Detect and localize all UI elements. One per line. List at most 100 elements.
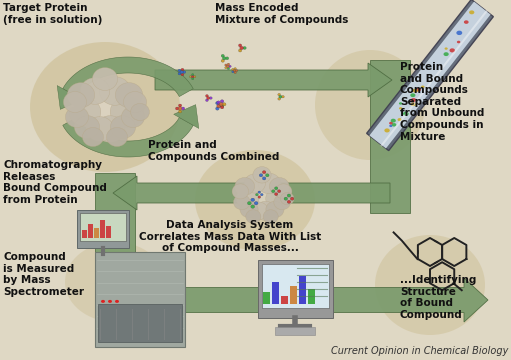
Ellipse shape: [130, 103, 149, 121]
Ellipse shape: [239, 49, 242, 52]
Polygon shape: [174, 105, 199, 129]
Ellipse shape: [194, 76, 196, 78]
Ellipse shape: [235, 177, 254, 195]
Ellipse shape: [178, 110, 182, 113]
Text: Data Analysis System
Correlates Mass Data With List
of Compound Masses...: Data Analysis System Correlates Mass Dat…: [139, 220, 321, 253]
Ellipse shape: [183, 71, 185, 73]
Ellipse shape: [464, 20, 469, 24]
Ellipse shape: [227, 67, 230, 69]
Ellipse shape: [225, 57, 229, 60]
Polygon shape: [155, 63, 392, 97]
Ellipse shape: [277, 190, 281, 193]
Ellipse shape: [247, 181, 277, 209]
Ellipse shape: [282, 95, 284, 98]
Ellipse shape: [389, 122, 393, 125]
Ellipse shape: [82, 127, 104, 147]
Ellipse shape: [195, 150, 315, 250]
Bar: [98, 304, 182, 342]
Ellipse shape: [220, 104, 224, 107]
Text: Mass Encoded
Mixture of Compounds: Mass Encoded Mixture of Compounds: [215, 3, 349, 24]
Ellipse shape: [206, 96, 210, 99]
Ellipse shape: [274, 193, 278, 195]
Ellipse shape: [221, 59, 224, 62]
Ellipse shape: [244, 174, 265, 193]
Ellipse shape: [181, 68, 184, 71]
Text: Current Opinion in Chemical Biology: Current Opinion in Chemical Biology: [331, 346, 508, 356]
Ellipse shape: [411, 103, 416, 106]
Ellipse shape: [217, 101, 220, 104]
Ellipse shape: [260, 193, 263, 196]
Bar: [77, 210, 129, 248]
Ellipse shape: [178, 107, 182, 110]
Ellipse shape: [122, 107, 145, 127]
Ellipse shape: [450, 48, 455, 53]
Ellipse shape: [63, 91, 86, 112]
Ellipse shape: [99, 77, 131, 105]
Ellipse shape: [180, 71, 183, 73]
Ellipse shape: [247, 202, 251, 205]
Ellipse shape: [278, 93, 281, 96]
Ellipse shape: [115, 83, 143, 107]
Ellipse shape: [110, 97, 144, 127]
Ellipse shape: [229, 65, 231, 67]
Bar: [308, 289, 315, 304]
Ellipse shape: [178, 104, 182, 107]
Ellipse shape: [290, 197, 294, 200]
Ellipse shape: [84, 88, 126, 126]
Text: Compound
is Measured
by Mass
Spectrometer: Compound is Measured by Mass Spectromete…: [3, 252, 84, 297]
Ellipse shape: [384, 129, 390, 132]
Ellipse shape: [210, 97, 212, 99]
Ellipse shape: [271, 190, 275, 193]
Bar: [82, 230, 87, 238]
Ellipse shape: [234, 68, 237, 69]
Ellipse shape: [259, 174, 263, 177]
Text: ...Identifying
Structure
of Bound
Compound: ...Identifying Structure of Bound Compou…: [400, 275, 476, 320]
Ellipse shape: [389, 125, 392, 127]
Ellipse shape: [266, 174, 269, 177]
Ellipse shape: [269, 177, 289, 195]
Ellipse shape: [287, 200, 291, 203]
Text: Chromatography
Releases
Bound Compound
from Protein: Chromatography Releases Bound Compound f…: [3, 160, 107, 205]
Ellipse shape: [80, 78, 110, 104]
Ellipse shape: [192, 78, 194, 80]
Bar: [290, 286, 297, 304]
Polygon shape: [113, 176, 390, 210]
Ellipse shape: [391, 119, 396, 122]
Ellipse shape: [205, 95, 208, 97]
Ellipse shape: [246, 210, 261, 224]
Ellipse shape: [445, 48, 448, 50]
Bar: [100, 220, 105, 238]
Polygon shape: [366, 0, 493, 150]
Ellipse shape: [181, 107, 185, 110]
Ellipse shape: [231, 71, 234, 73]
Bar: [275, 327, 315, 335]
Ellipse shape: [253, 167, 271, 183]
Ellipse shape: [227, 63, 230, 66]
Polygon shape: [115, 278, 488, 322]
Ellipse shape: [92, 68, 118, 90]
Ellipse shape: [456, 31, 462, 35]
Ellipse shape: [258, 173, 281, 194]
Bar: [94, 228, 99, 238]
Ellipse shape: [243, 46, 246, 49]
Ellipse shape: [258, 196, 261, 198]
Ellipse shape: [251, 205, 254, 208]
Ellipse shape: [225, 67, 227, 69]
Ellipse shape: [240, 46, 243, 50]
Ellipse shape: [254, 202, 258, 205]
Ellipse shape: [178, 72, 181, 75]
Ellipse shape: [108, 300, 112, 303]
Ellipse shape: [278, 98, 281, 100]
Ellipse shape: [248, 202, 268, 220]
Ellipse shape: [220, 106, 224, 109]
Polygon shape: [63, 117, 193, 157]
Ellipse shape: [101, 300, 105, 303]
Ellipse shape: [67, 83, 95, 107]
Ellipse shape: [469, 10, 474, 14]
Ellipse shape: [236, 188, 259, 209]
Ellipse shape: [398, 118, 402, 121]
Ellipse shape: [411, 98, 416, 102]
Ellipse shape: [65, 107, 88, 127]
Ellipse shape: [95, 116, 125, 142]
Ellipse shape: [266, 201, 284, 217]
